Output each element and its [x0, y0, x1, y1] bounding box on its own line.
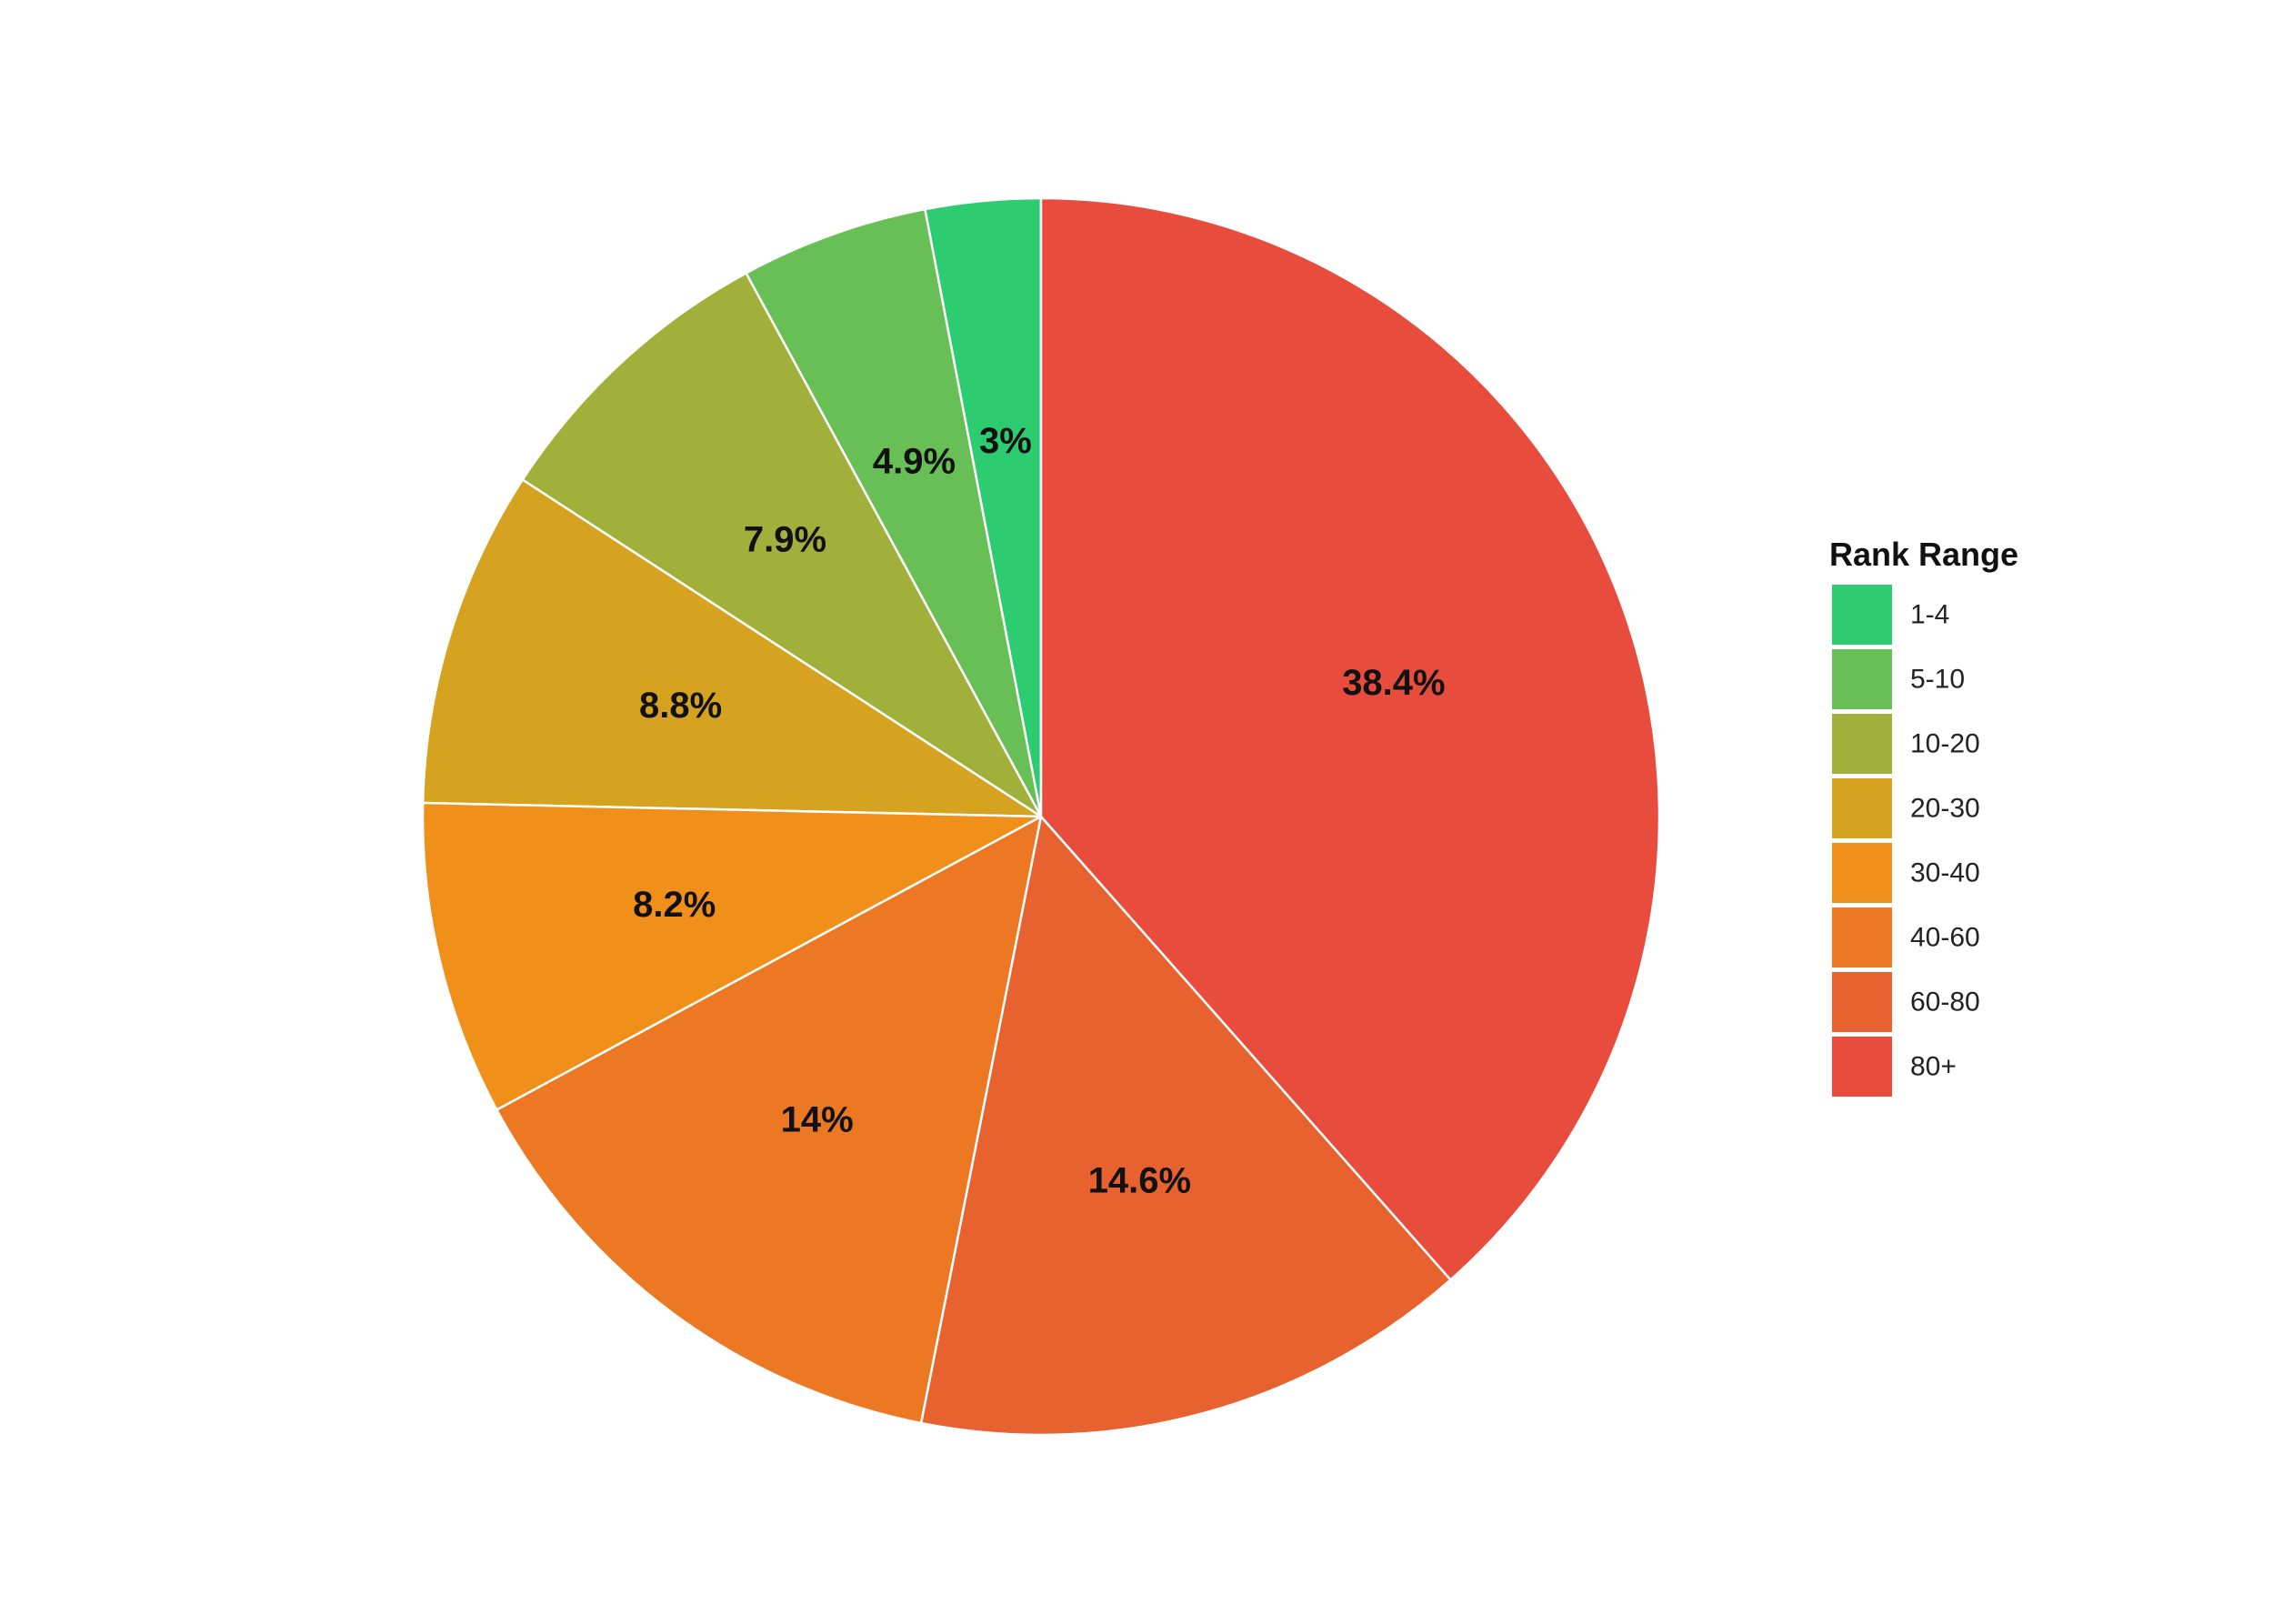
legend: Rank Range 1-4 5-10 10-20 20-30 30-40 40-60 60… — [1829, 536, 2018, 1097]
slice-label-30-40: 8.2% — [633, 885, 716, 925]
legend-swatch — [1832, 778, 1892, 838]
legend-label: 5-10 — [1910, 665, 1965, 695]
legend-item: 80+ — [1832, 1037, 1957, 1097]
slice-label-80: 38.4% — [1342, 663, 1445, 703]
legend-label: 10-20 — [1910, 729, 1980, 759]
slice-label-20-30: 8.8% — [639, 686, 722, 726]
legend-swatch — [1832, 972, 1892, 1032]
pie-slice-20-30 — [421, 477, 1046, 818]
legend-label: 20-30 — [1910, 794, 1980, 824]
legend-items: 1-4 5-10 10-20 20-30 30-40 40-60 60-80 80+ — [1832, 585, 1980, 1097]
legend-label: 40-60 — [1910, 923, 1980, 953]
legend-title: Rank Range — [1829, 536, 2018, 573]
pie-slice-10-20 — [521, 271, 1043, 818]
pie-slices — [421, 196, 1661, 1437]
slice-label-5-10: 4.9% — [873, 441, 956, 481]
legend-swatch — [1832, 585, 1892, 645]
legend-item: 60-80 — [1832, 972, 1980, 1032]
legend-item: 10-20 — [1832, 714, 1980, 774]
legend-swatch — [1832, 1037, 1892, 1097]
legend-item: 40-60 — [1832, 907, 1980, 967]
slice-label-40-60: 14% — [781, 1100, 854, 1140]
legend-item: 20-30 — [1832, 778, 1980, 838]
slice-label-1-4: 3% — [979, 421, 1032, 461]
pie-slice-30-40 — [421, 801, 1046, 1112]
legend-label: 60-80 — [1910, 987, 1980, 1018]
legend-label: 30-40 — [1910, 858, 1980, 888]
legend-label: 1-4 — [1910, 600, 1949, 630]
pie-slice-40-60 — [495, 814, 1043, 1425]
legend-swatch — [1832, 714, 1892, 774]
legend-item: 5-10 — [1832, 649, 1965, 709]
legend-item: 1-4 — [1832, 585, 1949, 645]
slice-label-60-80: 14.6% — [1088, 1160, 1191, 1200]
legend-swatch — [1832, 843, 1892, 903]
pie-slice-80 — [1039, 196, 1661, 1282]
legend-item: 30-40 — [1832, 843, 1980, 903]
pie-slice-5-10 — [744, 207, 1043, 817]
legend-swatch — [1832, 907, 1892, 967]
pie-slice-labels: 3% 4.9% 7.9% 8.8% 8.2% 14% 14.6% 38.4% — [633, 421, 1445, 1200]
pie-slice-60-80 — [919, 814, 1453, 1437]
legend-swatch — [1832, 649, 1892, 709]
legend-label: 80+ — [1910, 1052, 1957, 1082]
slice-label-10-20: 7.9% — [744, 519, 826, 559]
